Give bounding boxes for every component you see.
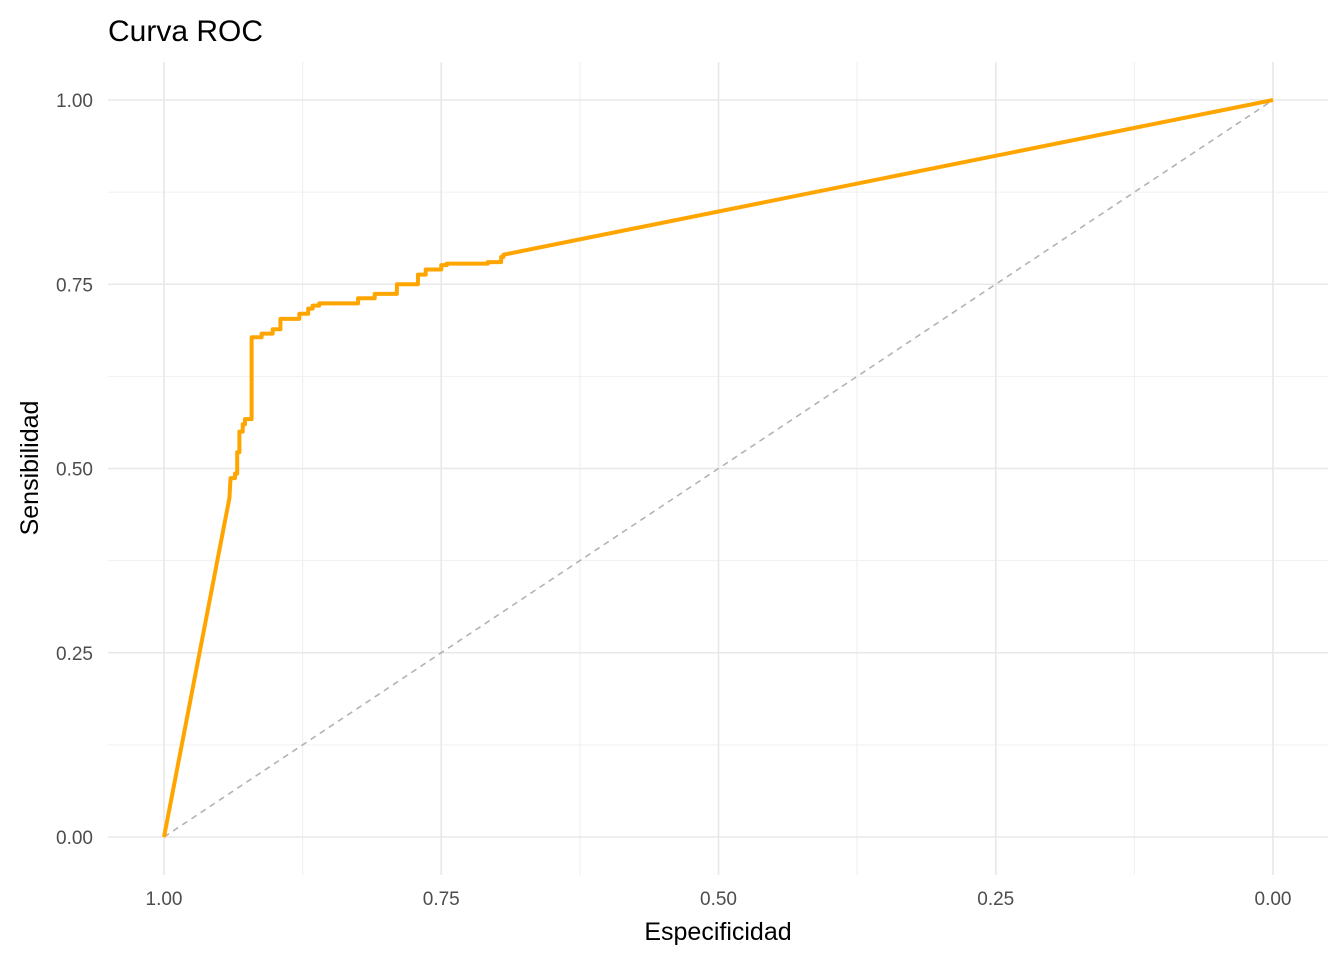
y-tick-label: 1.00 (56, 91, 93, 112)
major-gridlines (108, 62, 1328, 875)
reference-diagonal-line (163, 99, 1274, 838)
x-tick-label: 0.50 (700, 889, 737, 910)
y-tick-label: 0.00 (56, 828, 93, 849)
y-tick-label: 0.25 (56, 644, 93, 665)
series-layer (162, 98, 1274, 838)
roc-curve-line (162, 98, 1274, 838)
x-axis-title: Especificidad (644, 918, 791, 946)
x-tick-labels: 1.00 0.75 0.50 0.25 0.00 (146, 889, 1292, 910)
x-tick-label: 0.00 (1255, 889, 1292, 910)
y-axis-title: Sensibilidad (16, 401, 44, 536)
x-tick-label: 0.25 (977, 889, 1014, 910)
y-tick-label: 0.50 (56, 460, 93, 481)
x-tick-label: 1.00 (146, 889, 183, 910)
y-tick-labels: 0.00 0.25 0.50 0.75 1.00 (56, 91, 93, 849)
chart-title: Curva ROC (108, 15, 263, 48)
y-tick-label: 0.75 (56, 275, 93, 296)
x-tick-label: 0.75 (423, 889, 460, 910)
